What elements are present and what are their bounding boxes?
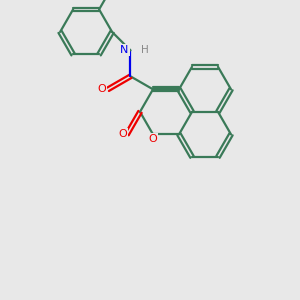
Text: O: O [118,129,127,140]
Text: H: H [141,45,149,55]
Text: O: O [98,84,106,94]
Text: O: O [148,134,158,144]
Text: N: N [120,45,129,55]
